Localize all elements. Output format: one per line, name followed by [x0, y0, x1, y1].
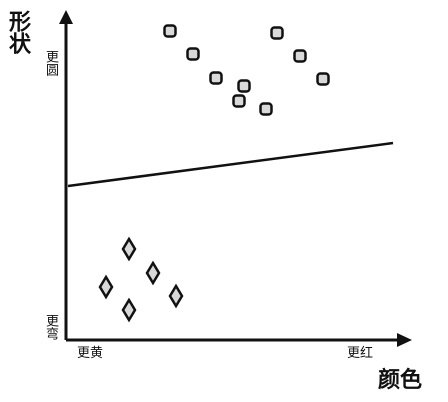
decision-boundary-line: [67, 141, 394, 188]
x-axis-arrow: [397, 333, 412, 347]
diamond-marker: [145, 260, 161, 286]
square-marker: [209, 71, 223, 85]
square-marker: [232, 94, 246, 108]
square-marker: [163, 24, 177, 38]
square-marker: [259, 102, 273, 116]
square-marker: [316, 72, 330, 86]
y-axis-bottom-label: 更弯: [43, 314, 58, 340]
diamond-marker: [98, 274, 114, 300]
diamond-markers-group: [98, 236, 184, 323]
square-markers-group: [163, 24, 330, 116]
diamond-marker: [121, 297, 137, 323]
x-axis-left-label: 更黄: [77, 346, 104, 361]
x-axis-right-label: 更红: [347, 346, 374, 361]
x-axis-label: 颜色: [378, 368, 423, 393]
square-marker: [186, 47, 200, 61]
y-axis-arrow: [59, 10, 73, 24]
square-marker: [293, 49, 307, 63]
y-axis-top-label: 更圆: [43, 50, 58, 76]
diamond-marker: [121, 236, 137, 262]
square-marker: [270, 26, 284, 40]
square-marker: [237, 79, 251, 93]
y-axis-label: 形状: [5, 10, 30, 54]
diamond-marker: [168, 283, 184, 309]
